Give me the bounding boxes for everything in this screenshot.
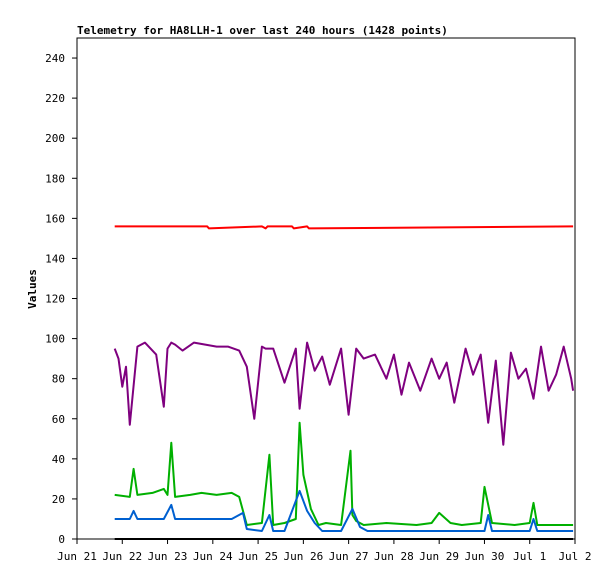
x-tick-label: Jun 30 xyxy=(465,550,505,563)
x-tick-label: Jun 29 xyxy=(419,550,459,563)
y-tick-label: 180 xyxy=(45,172,65,185)
y-tick-label: 200 xyxy=(45,132,65,145)
y-tick-label: 100 xyxy=(45,333,65,346)
y-tick-label: 140 xyxy=(45,252,65,265)
y-tick-label: 0 xyxy=(58,533,65,546)
series-line-1 xyxy=(114,225,574,230)
y-tick-label: 220 xyxy=(45,92,65,105)
x-tick-label: Jun 25 xyxy=(238,550,278,563)
x-tick-label: Jun 21 xyxy=(57,550,97,563)
series-layer xyxy=(113,225,575,540)
y-tick-label: 40 xyxy=(52,453,65,466)
x-tick-label: Jul 2 xyxy=(558,550,591,563)
y-tick-label: 80 xyxy=(52,373,65,386)
series-line-2 xyxy=(113,341,575,446)
y-tick-label: 240 xyxy=(45,52,65,65)
x-tick-label: Jun 24 xyxy=(193,550,233,563)
series-line-3 xyxy=(114,421,574,526)
y-tick-label: 120 xyxy=(45,293,65,306)
x-axis: Jun 21 Jun 22 Jun 23 Jun 24 Jun 25 Jun 26 Jun … xyxy=(57,539,592,563)
x-tick-label: Jun 28 xyxy=(374,550,414,563)
series-line-4 xyxy=(114,489,574,532)
chart-title: Telemetry for HA8LLH-1 over last 240 hou… xyxy=(77,24,448,37)
y-axis: 0 20 40 60 80 100 120 140 160 180 200 220 240 xyxy=(45,52,77,546)
x-tick-label: Jul 1 xyxy=(513,550,546,563)
y-tick-label: 20 xyxy=(52,493,65,506)
y-tick-label: 60 xyxy=(52,413,65,426)
plot-frame xyxy=(76,37,576,540)
y-axis-label: Values xyxy=(26,269,39,309)
x-tick-label: Jun 26 xyxy=(283,550,323,563)
x-tick-label: Jun 27 xyxy=(329,550,369,563)
y-tick-label: 160 xyxy=(45,212,65,225)
x-tick-label: Jun 23 xyxy=(148,550,188,563)
x-tick-label: Jun 22 xyxy=(102,550,142,563)
